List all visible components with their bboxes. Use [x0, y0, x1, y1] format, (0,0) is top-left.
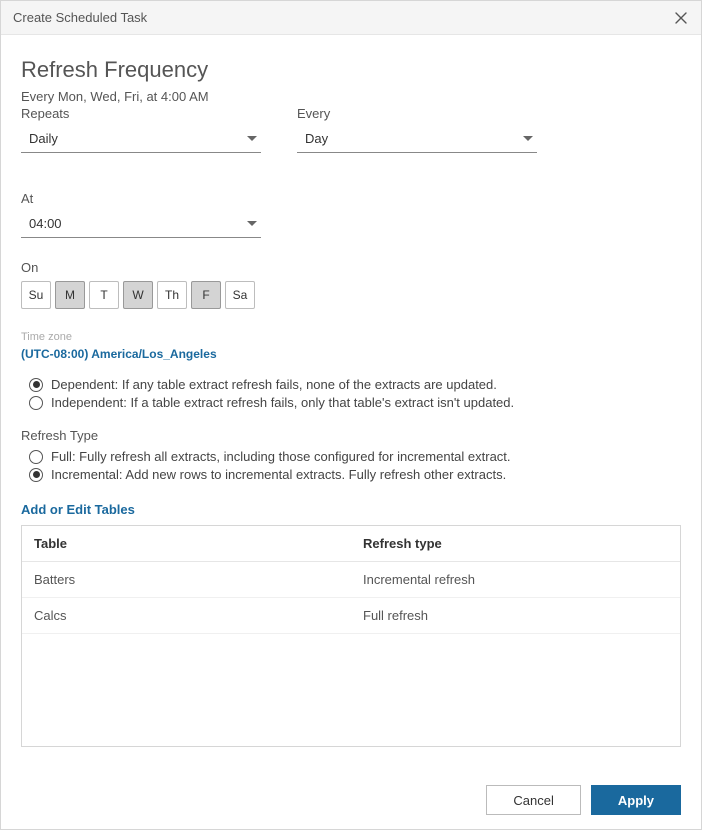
add-edit-tables-link[interactable]: Add or Edit Tables: [21, 502, 681, 517]
radio-icon: [29, 396, 43, 410]
at-select[interactable]: 04:00: [21, 210, 261, 238]
create-scheduled-task-dialog: Create Scheduled Task Refresh Frequency …: [0, 0, 702, 830]
table-cell: Batters: [22, 562, 351, 598]
radio-icon: [29, 468, 43, 482]
table-cell: Full refresh: [351, 598, 680, 634]
titlebar: Create Scheduled Task: [1, 1, 701, 35]
dependency-label: Dependent: If any table extract refresh …: [51, 377, 497, 392]
chevron-down-icon: [247, 136, 257, 142]
schedule-summary: Every Mon, Wed, Fri, at 4:00 AM: [21, 89, 681, 104]
day-toggle-su[interactable]: Su: [21, 281, 51, 309]
table-header: Table: [22, 526, 351, 562]
radio-icon: [29, 378, 43, 392]
refresh-type-label: Full: Fully refresh all extracts, includ…: [51, 449, 511, 464]
dialog-title: Create Scheduled Task: [13, 10, 147, 25]
at-label: At: [21, 191, 261, 206]
table-header-row: TableRefresh type: [22, 526, 680, 562]
at-value: 04:00: [29, 216, 247, 231]
every-value: Day: [305, 131, 523, 146]
day-toggles: SuMTWThFSa: [21, 281, 681, 309]
every-label: Every: [297, 106, 537, 121]
table-row[interactable]: CalcsFull refresh: [22, 598, 680, 634]
day-toggle-m[interactable]: M: [55, 281, 85, 309]
section-title: Refresh Frequency: [21, 57, 681, 83]
apply-button[interactable]: Apply: [591, 785, 681, 815]
refresh-type-label: Refresh Type: [21, 428, 681, 443]
day-toggle-t[interactable]: T: [89, 281, 119, 309]
chevron-down-icon: [523, 136, 533, 142]
on-label: On: [21, 260, 681, 275]
repeats-value: Daily: [29, 131, 247, 146]
dependency-option-1[interactable]: Independent: If a table extract refresh …: [29, 395, 681, 410]
dependency-label: Independent: If a table extract refresh …: [51, 395, 514, 410]
repeats-label: Repeats: [21, 106, 261, 121]
day-toggle-sa[interactable]: Sa: [225, 281, 255, 309]
refresh-type-option-0[interactable]: Full: Fully refresh all extracts, includ…: [29, 449, 681, 464]
table-cell: Incremental refresh: [351, 562, 680, 598]
every-select[interactable]: Day: [297, 125, 537, 153]
dialog-footer: Cancel Apply: [486, 785, 681, 815]
table-row[interactable]: BattersIncremental refresh: [22, 562, 680, 598]
radio-icon: [29, 450, 43, 464]
cancel-button[interactable]: Cancel: [486, 785, 580, 815]
repeats-select[interactable]: Daily: [21, 125, 261, 153]
refresh-type-radio-group: Full: Fully refresh all extracts, includ…: [21, 449, 681, 482]
tables-table: TableRefresh type BattersIncremental ref…: [21, 525, 681, 747]
dependency-option-0[interactable]: Dependent: If any table extract refresh …: [29, 377, 681, 392]
refresh-type-label: Incremental: Add new rows to incremental…: [51, 467, 506, 482]
dependency-radio-group: Dependent: If any table extract refresh …: [21, 377, 681, 410]
day-toggle-f[interactable]: F: [191, 281, 221, 309]
day-toggle-w[interactable]: W: [123, 281, 153, 309]
close-icon[interactable]: [673, 10, 689, 26]
table-body: BattersIncremental refreshCalcsFull refr…: [22, 562, 680, 634]
table-header: Refresh type: [351, 526, 680, 562]
day-toggle-th[interactable]: Th: [157, 281, 187, 309]
refresh-type-option-1[interactable]: Incremental: Add new rows to incremental…: [29, 467, 681, 482]
table-cell: Calcs: [22, 598, 351, 634]
timezone-link[interactable]: (UTC-08:00) America/Los_Angeles: [21, 347, 681, 361]
timezone-label: Time zone: [21, 331, 681, 343]
chevron-down-icon: [247, 221, 257, 227]
